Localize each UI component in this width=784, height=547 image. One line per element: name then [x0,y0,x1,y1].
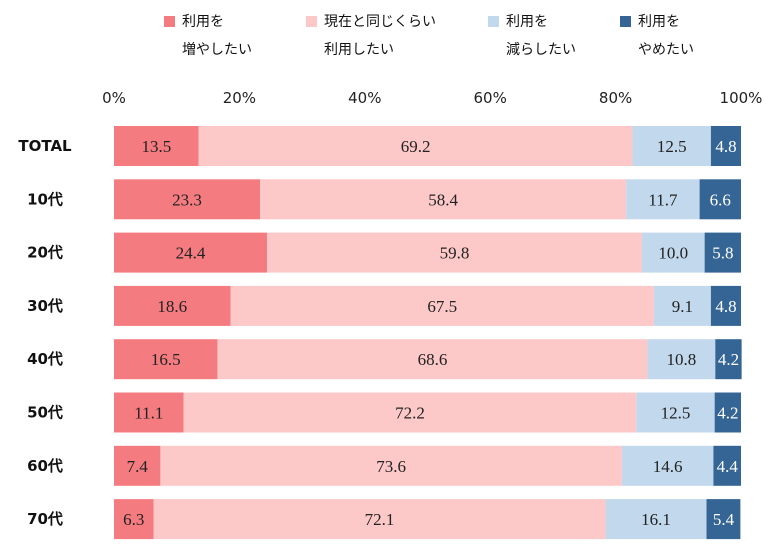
data-label: 4.8 [715,297,736,316]
data-label: 4.2 [718,350,739,369]
legend-item-quit: 利用を やめたい [620,8,730,68]
bar-segment [114,445,161,486]
category-label: TOTAL [18,137,72,155]
bar-segment [114,339,218,380]
data-label: 72.2 [395,404,425,423]
bar-segment [653,285,711,326]
data-label: 73.6 [376,457,406,476]
bar-segment [114,126,199,166]
bar-segment [710,126,741,166]
x-tick-label: 100% [720,89,763,107]
bar-segment [605,499,707,540]
legend-item-same: 現在と同じくらい 利用したい [306,8,456,68]
bar-segment [715,339,742,380]
data-label: 69.2 [401,137,431,156]
legend-label-quit-line1: 利用を [638,14,680,30]
bar-segment [183,392,637,433]
bar-segment [710,285,741,326]
legend-swatch-increase [164,16,175,27]
bar-segment [636,392,715,433]
category-label: 30代 [27,297,63,315]
data-label: 18.6 [157,297,187,316]
category-label: 10代 [27,190,63,208]
data-label: 72.1 [365,510,395,529]
bar-segment [230,285,654,326]
data-label: 12.5 [657,137,687,156]
bar-segment [706,499,741,540]
legend-label-quit-line2: やめたい [638,42,694,58]
bar-segment [160,445,622,486]
data-label: 6.3 [123,510,144,529]
legend-label-decrease-line1: 利用を [506,14,548,30]
data-label: 24.4 [176,244,206,263]
data-label: 4.4 [717,457,739,476]
legend-item-increase: 利用を 増やしたい [164,8,284,68]
legend-label-increase-line2: 増やしたい [182,42,252,58]
bar-segment [198,126,633,166]
data-label: 23.3 [172,190,202,209]
data-label: 10.8 [667,350,697,369]
category-label: 50代 [27,404,63,422]
x-tick-label: 20% [223,89,256,107]
legend-label-same-line1: 現在と同じくらい [324,14,436,30]
bar-segment [647,339,716,380]
bar-segment [153,499,606,540]
bar-segment [632,126,711,166]
legend-label-same-line2: 利用したい [324,42,394,58]
data-label: 12.5 [661,404,691,423]
data-label: 5.8 [712,244,733,263]
data-label: 6.6 [710,190,731,209]
data-label: 11.7 [648,190,678,209]
data-label: 4.2 [717,404,738,423]
data-label: 68.6 [418,350,448,369]
legend-swatch-decrease [488,16,499,27]
category-label: 40代 [27,350,63,368]
data-label: 59.8 [440,244,470,263]
bar-segment [641,232,705,273]
data-label: 7.4 [127,457,149,476]
x-tick-label: 40% [348,89,381,107]
bar-segment [114,232,267,273]
data-label: 67.5 [427,297,457,316]
legend-swatch-quit [620,16,631,27]
data-label: 16.5 [151,350,181,369]
data-label: 5.4 [713,510,735,529]
legend-label-decrease-line2: 減らしたい [506,42,576,58]
x-tick-label: 0% [102,89,126,107]
x-tick-label: 60% [474,89,507,107]
bar-segment [114,285,231,326]
data-label: 4.8 [715,137,736,156]
bar-segment [714,392,741,433]
bar-segment [626,179,700,220]
data-label: 14.6 [653,457,683,476]
bar-segment [114,499,154,540]
category-label: 70代 [27,510,63,528]
bar-segment [621,445,714,486]
data-label: 9.1 [672,297,693,316]
bar-segment [266,232,642,273]
legend-swatch-same [306,16,317,27]
data-label: 16.1 [641,510,671,529]
bar-segment [114,179,261,220]
category-label: 60代 [27,457,63,475]
bar-segment [704,232,741,273]
x-tick-label: 80% [599,89,632,107]
bar-segment [217,339,648,380]
bar-segment [713,445,741,486]
legend-item-decrease: 利用を 減らしたい [488,8,598,68]
bar-segment [114,392,184,433]
data-label: 58.4 [428,190,458,209]
bar-segment [260,179,627,220]
bar-segment [699,179,741,220]
data-label: 10.0 [658,244,688,263]
category-label: 20代 [27,244,63,262]
legend-label-increase-line1: 利用を [182,14,224,30]
data-label: 11.1 [134,404,163,423]
data-label: 13.5 [141,137,171,156]
